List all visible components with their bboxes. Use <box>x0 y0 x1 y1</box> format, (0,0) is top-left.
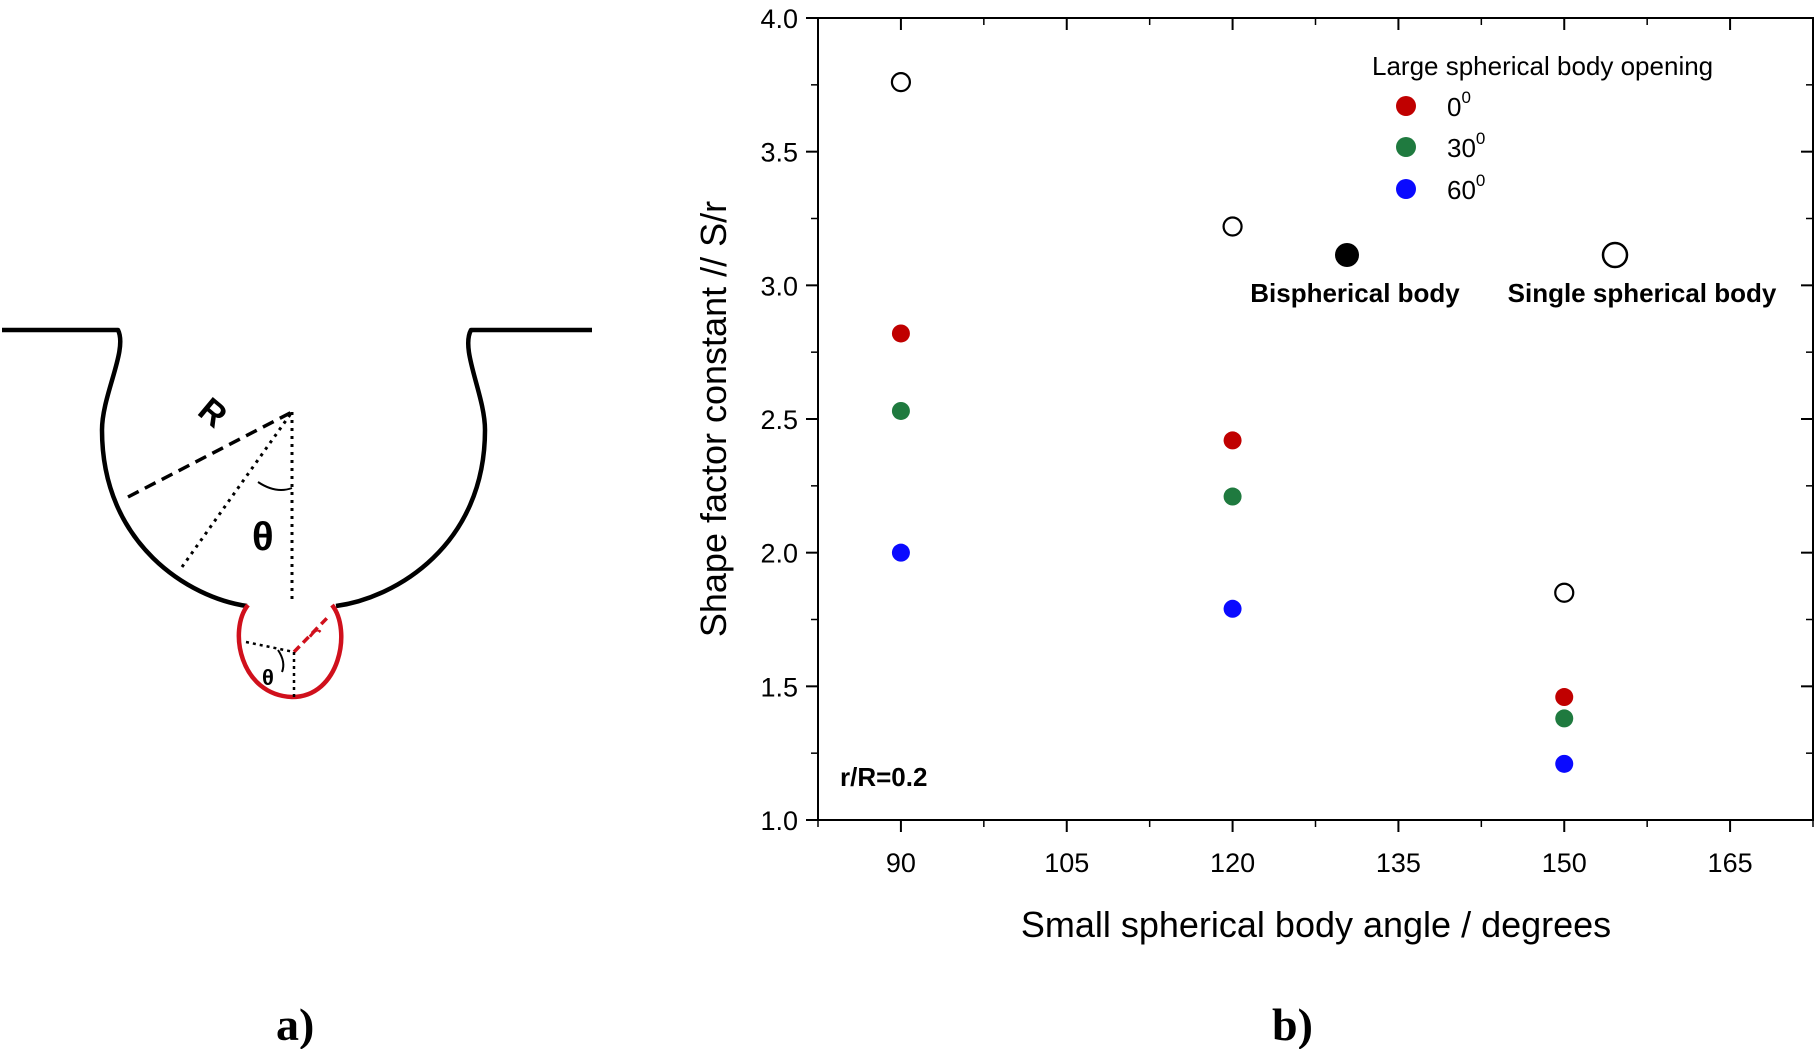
data-point-series-0 <box>891 324 910 343</box>
small-angle-label: θ <box>262 665 274 690</box>
bispherical-label: Bispherical body <box>1250 278 1460 308</box>
marker-key: Bispherical body Single spherical body <box>1250 241 1777 308</box>
y-tick-label: 2.0 <box>760 539 798 569</box>
data-point-series-1 <box>1223 487 1242 506</box>
plot-frame <box>817 17 1814 821</box>
single-marker <box>1601 241 1629 269</box>
legend-label-0-sup: 0 <box>1461 88 1470 107</box>
x-tick-label: 135 <box>1376 848 1421 878</box>
data-point-series-3 <box>890 72 912 93</box>
data-point-series-0 <box>1223 431 1242 450</box>
large-angle-arc <box>257 481 293 491</box>
x-tick-label: 120 <box>1210 848 1255 878</box>
small-angle-arc <box>277 649 285 673</box>
legend: Large spherical body opening 00 300 600 <box>1372 51 1713 205</box>
y-tick-label: 3.5 <box>760 138 798 168</box>
legend-label-0-base: 0 <box>1447 92 1461 122</box>
data-point-series-2 <box>891 543 910 562</box>
legend-label-30-sup: 0 <box>1476 129 1485 148</box>
data-point-series-3 <box>1554 582 1575 603</box>
large-spherical-body-outline <box>2 327 592 609</box>
legend-marker-60 <box>1396 179 1416 199</box>
ratio-annotation: r/R=0.2 <box>840 762 927 792</box>
y-tick-label: 3.0 <box>760 271 798 301</box>
panel-b-label: b) <box>1272 999 1313 1049</box>
y-axis-title: Shape factor constant // S/r <box>693 201 734 637</box>
large-radius-label: R <box>191 391 234 436</box>
shape-factor-chart: 90 105 120 135 150 165 1.0 1.5 2.0 2.5 3.0 3.5 4.0 S… <box>693 4 1814 1050</box>
small-radius-line <box>292 613 332 654</box>
data-point-series-1 <box>891 401 910 420</box>
large-radius-line <box>127 410 293 499</box>
legend-title: Large spherical body opening <box>1372 51 1713 81</box>
y-tick-label: 1.5 <box>760 672 798 702</box>
data-point-series-0 <box>1555 688 1574 707</box>
large-angle-label: θ <box>252 515 274 559</box>
panel-a-label: a) <box>276 999 314 1049</box>
legend-label-60-sup: 0 <box>1476 171 1485 190</box>
small-spherical-body-outline <box>236 603 344 700</box>
legend-label-60-base: 60 <box>1447 175 1476 205</box>
data-point-series-2 <box>1555 754 1574 773</box>
x-tick-label: 105 <box>1044 848 1089 878</box>
x-tick-label: 165 <box>1708 848 1753 878</box>
y-tick-label: 2.5 <box>760 405 798 435</box>
small-angle-ray <box>245 640 295 654</box>
legend-label-30-base: 30 <box>1447 133 1476 163</box>
x-axis-title: Small spherical body angle / degrees <box>1021 904 1611 945</box>
legend-marker-0 <box>1396 96 1416 116</box>
data-point-series-2 <box>1223 599 1242 618</box>
axis-ticks: 90 105 120 135 150 165 1.0 1.5 2.0 2.5 3.0 3.5 4.0 <box>760 4 1814 878</box>
x-tick-label: 90 <box>886 848 916 878</box>
legend-marker-30 <box>1396 137 1416 157</box>
small-radius-label: r <box>304 619 327 644</box>
single-label: Single spherical body <box>1508 278 1777 308</box>
data-point-series-3 <box>1222 216 1243 237</box>
x-tick-label: 150 <box>1542 848 1587 878</box>
legend-label-0: 00 <box>1447 88 1471 122</box>
data-point-series-1 <box>1555 709 1574 728</box>
bispherical-schematic: R θ r θ a) <box>2 327 592 1050</box>
legend-label-30: 300 <box>1447 129 1485 163</box>
bispherical-marker <box>1335 243 1359 267</box>
y-tick-label: 1.0 <box>760 806 798 836</box>
y-tick-label: 4.0 <box>760 4 798 34</box>
legend-label-60: 600 <box>1447 171 1485 205</box>
data-points <box>890 72 1575 773</box>
